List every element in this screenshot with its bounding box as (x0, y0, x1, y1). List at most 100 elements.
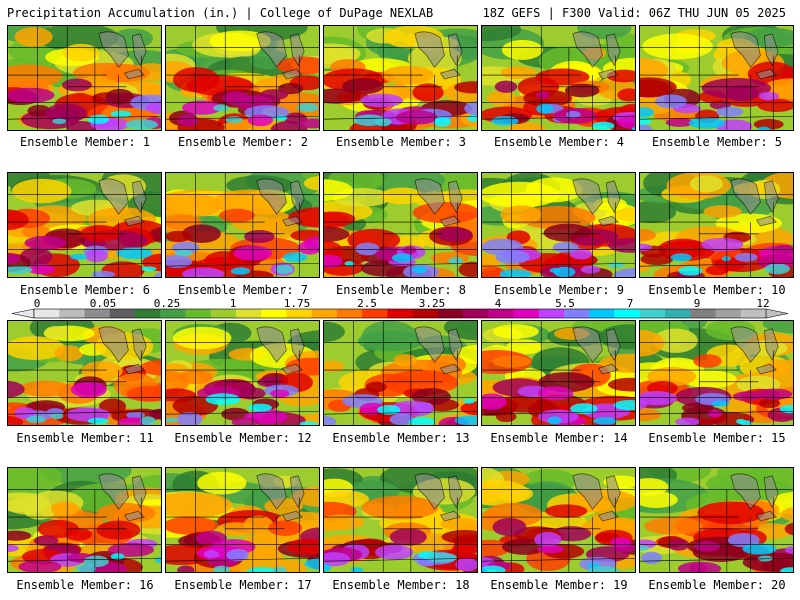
ensemble-member-map (165, 320, 320, 426)
colorbar-swatch (589, 309, 615, 318)
ensemble-member-label: Ensemble Member: 9 (493, 283, 625, 297)
ensemble-member-label: Ensemble Member: 15 (648, 431, 786, 445)
ensemble-member-map (7, 172, 162, 278)
colorbar-tick-label: 1 (229, 297, 237, 310)
ensemble-member-map (7, 467, 162, 573)
precip-field-map (482, 26, 635, 130)
colorbar-swatch (463, 309, 489, 318)
ensemble-member-label: Ensemble Member: 18 (332, 578, 470, 592)
ensemble-member-map (481, 172, 636, 278)
precip-field-map (324, 321, 477, 425)
precip-field-map (324, 173, 477, 277)
colorbar-tick-label: 12 (756, 297, 770, 310)
colorbar-min-arrow (11, 308, 35, 319)
ensemble-member-map (639, 25, 794, 131)
run-valid-time: 18Z GEFS | F300 Valid: 06Z THU JUN 05 20… (482, 6, 786, 20)
colorbar-tick-label: 0.25 (153, 297, 181, 310)
ensemble-member-map (481, 467, 636, 573)
colorbar-swatch (715, 309, 742, 318)
ensemble-member-label: Ensemble Member: 5 (651, 135, 783, 149)
ensemble-member-map (323, 25, 478, 131)
colorbar-swatch (740, 309, 767, 318)
precip-field-map (8, 26, 161, 130)
colorbar-tick-label: 3.25 (418, 297, 446, 310)
ensemble-member-label: Ensemble Member: 16 (16, 578, 154, 592)
colorbar-swatch (235, 309, 262, 318)
colorbar-swatch (34, 309, 60, 318)
ensemble-member-label: Ensemble Member: 8 (335, 283, 467, 297)
ensemble-member-label: Ensemble Member: 12 (174, 431, 312, 445)
colorbar-swatch (412, 309, 439, 318)
ensemble-member-map (165, 172, 320, 278)
precip-field-map (166, 26, 319, 130)
colorbar-swatch (665, 309, 691, 318)
ensemble-member-map (7, 25, 162, 131)
colorbar-tick-label: 9 (693, 297, 701, 310)
colorbar-swatch (488, 309, 514, 318)
ensemble-member-map (165, 467, 320, 573)
precip-field-map (166, 173, 319, 277)
ensemble-member-map (481, 25, 636, 131)
colorbar-swatch (84, 309, 111, 318)
precip-field-map (8, 468, 161, 572)
colorbar-tick-label: 4 (494, 297, 502, 310)
colorbar-swatch (387, 309, 413, 318)
colorbar-swatch (261, 309, 287, 318)
ensemble-member-label: Ensemble Member: 1 (19, 135, 151, 149)
ensemble-member-label: Ensemble Member: 14 (490, 431, 628, 445)
colorbar-swatch (210, 309, 237, 318)
precip-field-map (8, 321, 161, 425)
ensemble-member-label: Ensemble Member: 7 (177, 283, 309, 297)
colorbar-swatch (185, 309, 211, 318)
colorbar-swatch (286, 309, 312, 318)
ensemble-member-map (165, 25, 320, 131)
precip-field-map (166, 468, 319, 572)
colorbar-swatch (538, 309, 565, 318)
colorbar-swatch (437, 309, 464, 318)
precip-field-map (640, 321, 793, 425)
colorbar-swatch (690, 309, 716, 318)
map-title: Precipitation Accumulation (in.) | Colle… (7, 6, 434, 20)
precip-field-map (640, 26, 793, 130)
precip-field-map (482, 173, 635, 277)
colorbar-max-arrow (765, 308, 789, 319)
ensemble-member-map (639, 320, 794, 426)
colorbar-tick-label: 1.75 (283, 297, 311, 310)
ensemble-member-label: Ensemble Member: 6 (19, 283, 151, 297)
precip-field-map (324, 26, 477, 130)
colorbar-tick-label: 0 (33, 297, 41, 310)
colorbar-tick-label: 7 (626, 297, 634, 310)
precip-field-map (482, 321, 635, 425)
colorbar-tick-label: 2.5 (357, 297, 377, 310)
ensemble-member-label: Ensemble Member: 11 (16, 431, 154, 445)
precip-field-map (324, 468, 477, 572)
ensemble-member-map (639, 172, 794, 278)
ensemble-member-label: Ensemble Member: 10 (648, 283, 786, 297)
precip-field-map (482, 468, 635, 572)
ensemble-member-label: Ensemble Member: 13 (332, 431, 470, 445)
ensemble-member-label: Ensemble Member: 20 (648, 578, 786, 592)
ensemble-member-label: Ensemble Member: 4 (493, 135, 625, 149)
ensemble-member-label: Ensemble Member: 3 (335, 135, 467, 149)
colorbar-swatch (59, 309, 85, 318)
colorbar-swatch (639, 309, 666, 318)
precip-field-map (8, 173, 161, 277)
ensemble-member-map (323, 467, 478, 573)
colorbar-swatch (513, 309, 540, 318)
colorbar-tick-label: 5.5 (555, 297, 575, 310)
precip-field-map (640, 468, 793, 572)
ensemble-member-map (323, 320, 478, 426)
precip-colorbar (11, 308, 789, 319)
colorbar-swatch (614, 309, 641, 318)
ensemble-member-map (639, 467, 794, 573)
colorbar-swatch (564, 309, 590, 318)
precip-field-map (166, 321, 319, 425)
colorbar-swatch (362, 309, 388, 318)
ensemble-member-label: Ensemble Member: 2 (177, 135, 309, 149)
colorbar-swatch (134, 309, 161, 318)
colorbar-swatch (336, 309, 363, 318)
ensemble-member-label: Ensemble Member: 19 (490, 578, 628, 592)
precip-field-map (640, 173, 793, 277)
ensemble-member-map (7, 320, 162, 426)
ensemble-member-map (323, 172, 478, 278)
